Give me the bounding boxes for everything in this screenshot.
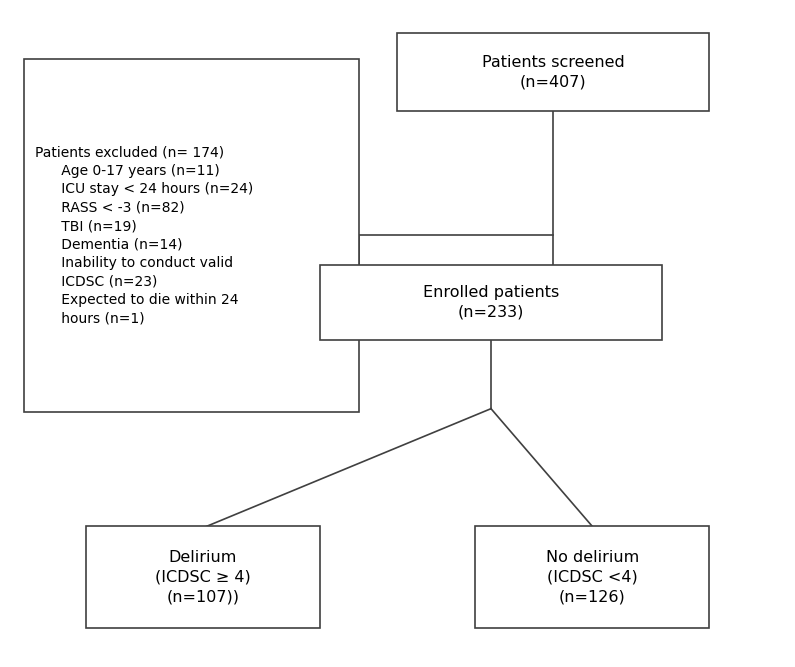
FancyBboxPatch shape xyxy=(86,526,320,628)
Text: Patients screened
(n=407): Patients screened (n=407) xyxy=(482,55,625,89)
Text: Enrolled patients
(n=233): Enrolled patients (n=233) xyxy=(423,285,559,320)
Text: No delirium
(ICDSC <4)
(n=126): No delirium (ICDSC <4) (n=126) xyxy=(545,550,639,604)
Text: Patients excluded (n= 174)
      Age 0-17 years (n=11)
      ICU stay < 24 hours: Patients excluded (n= 174) Age 0-17 year… xyxy=(35,145,254,325)
Text: Delirium
(ICDSC ≥ 4)
(n=107)): Delirium (ICDSC ≥ 4) (n=107)) xyxy=(155,550,250,604)
FancyBboxPatch shape xyxy=(475,526,709,628)
FancyBboxPatch shape xyxy=(398,33,709,111)
FancyBboxPatch shape xyxy=(24,59,359,412)
FancyBboxPatch shape xyxy=(320,265,662,340)
